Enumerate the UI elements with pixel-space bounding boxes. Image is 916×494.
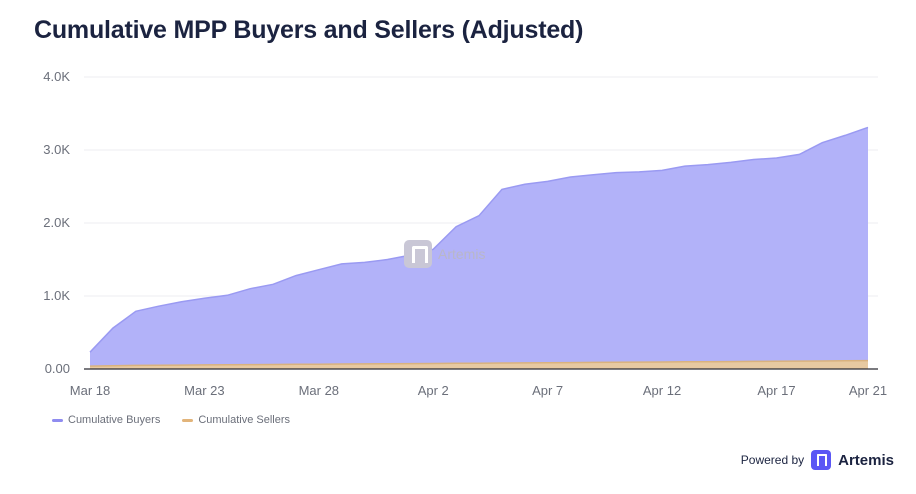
powered-by-text: Powered by: [740, 453, 805, 467]
x-axis-ticks: Mar 18 Mar 23 Mar 28 Apr 2 Apr 7 Apr 12 Apr 17…: [70, 383, 887, 398]
legend-item-sellers[interactable]: Cumulative Sellers: [182, 414, 290, 426]
x-tick-label: Apr 17: [757, 383, 795, 398]
y-tick-label: 2.0K: [43, 215, 70, 230]
watermark: Artemis: [404, 240, 485, 268]
powered-by[interactable]: Powered by Artemis: [741, 450, 894, 470]
legend-swatch-buyers: [52, 418, 63, 422]
y-tick-label: 3.0K: [43, 142, 70, 157]
legend: Cumulative Buyers Cumulative Sellers: [52, 414, 290, 426]
watermark-text: Artemis: [438, 246, 486, 262]
x-tick-label: Apr 12: [643, 383, 681, 398]
legend-label-sellers: Cumulative Sellers: [198, 414, 291, 426]
y-tick-label: 1.0K: [43, 288, 70, 303]
x-tick-label: Mar 28: [299, 383, 339, 398]
x-tick-label: Apr 7: [532, 383, 563, 398]
chart-title: Cumulative MPP Buyers and Sellers (Adjus…: [34, 16, 584, 44]
y-axis-ticks: 0.00 1.0K 2.0K 3.0K 4.0K: [43, 69, 70, 376]
artemis-logo-icon: [811, 450, 832, 470]
legend-label-buyers: Cumulative Buyers: [68, 414, 161, 426]
y-tick-label: 4.0K: [43, 69, 70, 84]
x-tick-label: Mar 23: [184, 383, 224, 398]
brand-name: Artemis: [838, 451, 894, 469]
legend-item-buyers[interactable]: Cumulative Buyers: [52, 414, 160, 426]
x-tick-label: Apr 2: [418, 383, 449, 398]
area-sellers: [90, 360, 868, 369]
series-areas: [89, 126, 869, 370]
data-points: [89, 127, 869, 367]
x-tick-label: Apr 21: [849, 383, 887, 398]
x-tick-label: Mar 18: [70, 383, 110, 398]
artemis-watermark-icon: [404, 240, 432, 268]
y-tick-label: 0.00: [45, 361, 70, 376]
area-buyers: [90, 127, 868, 370]
legend-swatch-sellers: [182, 418, 194, 422]
